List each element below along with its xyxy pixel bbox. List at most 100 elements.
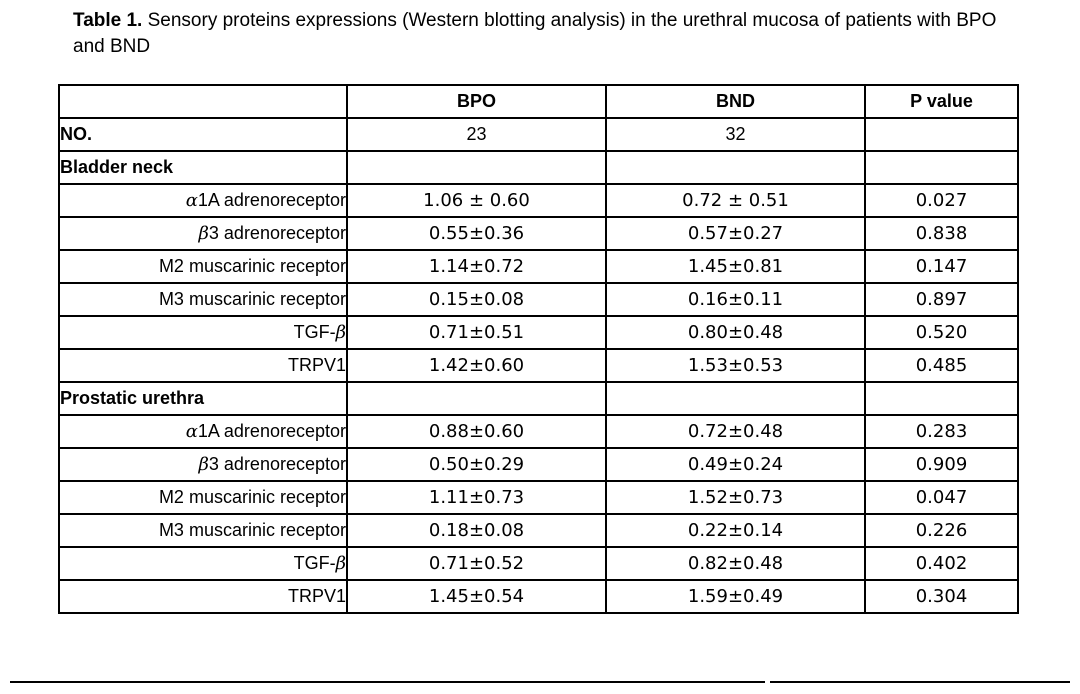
row-label-text: M3 muscarinic receptor: [158, 289, 346, 309]
cell-bpo: 1.14±0.72: [346, 249, 607, 284]
header-cell-bnd: BND: [605, 84, 866, 119]
table-row: TGF-β 0.71±0.52 0.82±0.48 0.402: [58, 546, 1019, 581]
section-row: Bladder neck: [58, 150, 1019, 185]
cell-bpo: 0.71±0.52: [346, 546, 607, 581]
cell-bpo: 0.50±0.29: [346, 447, 607, 482]
cell-p-value: 0.147: [864, 249, 1019, 284]
row-label-text: TRPV1: [287, 586, 346, 606]
row-label-text: 3 adrenoreceptor: [208, 454, 346, 474]
cell-bnd: 0.57±0.27: [605, 216, 866, 251]
cell-bnd: 0.22±0.14: [605, 513, 866, 548]
table-row: M3 muscarinic receptor 0.18±0.08 0.22±0.14…: [58, 513, 1019, 548]
section-empty-cell: [864, 381, 1019, 416]
cell-bnd: 0.49±0.24: [605, 447, 866, 482]
section-empty-cell: [864, 150, 1019, 185]
cell-p-value: 0.027: [864, 183, 1019, 218]
cell-bnd: 0.80±0.48: [605, 315, 866, 350]
no-bnd: 32: [605, 117, 866, 152]
greek-symbol: β: [335, 553, 346, 574]
row-label-text: M3 muscarinic receptor: [158, 520, 346, 540]
no-label: NO.: [58, 117, 348, 152]
table-body: BPO BND P value NO. 23 32 Bladder neck α1…: [58, 84, 1019, 614]
row-label: M2 muscarinic receptor: [58, 249, 348, 284]
row-label-text: TGF-: [293, 322, 336, 342]
row-label-text: 1A adrenoreceptor: [197, 421, 346, 441]
caption-text: Sensory proteins expressions (Western bl…: [73, 10, 997, 57]
row-label-text: M2 muscarinic receptor: [158, 256, 346, 276]
row-label: M2 muscarinic receptor: [58, 480, 348, 515]
cell-bpo: 0.18±0.08: [346, 513, 607, 548]
greek-symbol: β: [198, 454, 209, 475]
no-row: NO. 23 32: [58, 117, 1019, 152]
row-label: α1A adrenoreceptor: [58, 414, 348, 449]
table-row: β3 adrenoreceptor 0.50±0.29 0.49±0.24 0.909: [58, 447, 1019, 482]
table-row: α1A adrenoreceptor 0.88±0.60 0.72±0.48 0.28…: [58, 414, 1019, 449]
row-label-text: 3 adrenoreceptor: [208, 223, 346, 243]
table-row: M2 muscarinic receptor 1.14±0.72 1.45±0.81…: [58, 249, 1019, 284]
section-row: Prostatic urethra: [58, 381, 1019, 416]
cell-p-value: 0.520: [864, 315, 1019, 350]
cell-bpo: 1.42±0.60: [346, 348, 607, 383]
section-empty-cell: [605, 150, 866, 185]
table-caption: Table 1. Sensory proteins expressions (W…: [73, 8, 1033, 60]
section-title: Prostatic urethra: [58, 381, 348, 416]
cell-p-value: 0.047: [864, 480, 1019, 515]
caption-label: Table 1.: [73, 10, 143, 31]
cell-bnd: 0.72±0.48: [605, 414, 866, 449]
table-row: β3 adrenoreceptor 0.55±0.36 0.57±0.27 0.838: [58, 216, 1019, 251]
cell-bpo: 0.55±0.36: [346, 216, 607, 251]
no-p: [864, 117, 1019, 152]
cell-p-value: 0.304: [864, 579, 1019, 614]
table-row: M2 muscarinic receptor 1.11±0.73 1.52±0.73…: [58, 480, 1019, 515]
header-cell-bpo: BPO: [346, 84, 607, 119]
greek-symbol: α: [185, 190, 198, 211]
row-label: TRPV1: [58, 348, 348, 383]
cell-bnd: 1.59±0.49: [605, 579, 866, 614]
row-label-text: 1A adrenoreceptor: [197, 190, 346, 210]
section-empty-cell: [346, 150, 607, 185]
row-label: TGF-β: [58, 315, 348, 350]
cell-bpo: 0.15±0.08: [346, 282, 607, 317]
cell-p-value: 0.226: [864, 513, 1019, 548]
greek-symbol: β: [198, 223, 209, 244]
cell-bpo: 1.45±0.54: [346, 579, 607, 614]
row-label-text: TRPV1: [287, 355, 346, 375]
greek-symbol: β: [335, 322, 346, 343]
cell-bnd: 1.52±0.73: [605, 480, 866, 515]
cell-bnd: 1.53±0.53: [605, 348, 866, 383]
header-row: BPO BND P value: [58, 84, 1019, 119]
cell-bnd: 0.72 ± 0.51: [605, 183, 866, 218]
row-label: β3 adrenoreceptor: [58, 216, 348, 251]
cell-p-value: 0.283: [864, 414, 1019, 449]
footer-rule-left: [10, 681, 765, 683]
table-row: α1A adrenoreceptor 1.06 ± 0.60 0.72 ± 0.51…: [58, 183, 1019, 218]
greek-symbol: α: [185, 421, 198, 442]
row-label: TRPV1: [58, 579, 348, 614]
cell-bnd: 0.82±0.48: [605, 546, 866, 581]
cell-bpo: 0.88±0.60: [346, 414, 607, 449]
table-row: TGF-β 0.71±0.51 0.80±0.48 0.520: [58, 315, 1019, 350]
cell-bpo: 0.71±0.51: [346, 315, 607, 350]
footer-rule-right: [770, 681, 1070, 683]
row-label-text: TGF-: [293, 553, 336, 573]
data-table: BPO BND P value NO. 23 32 Bladder neck α1…: [58, 84, 1019, 614]
section-empty-cell: [346, 381, 607, 416]
cell-p-value: 0.909: [864, 447, 1019, 482]
section-empty-cell: [605, 381, 866, 416]
row-label-text: M2 muscarinic receptor: [158, 487, 346, 507]
cell-p-value: 0.402: [864, 546, 1019, 581]
cell-p-value: 0.485: [864, 348, 1019, 383]
row-label: M3 muscarinic receptor: [58, 513, 348, 548]
cell-p-value: 0.897: [864, 282, 1019, 317]
cell-bnd: 0.16±0.11: [605, 282, 866, 317]
header-cell-p-value: P value: [864, 84, 1019, 119]
section-title: Bladder neck: [58, 150, 348, 185]
row-label: M3 muscarinic receptor: [58, 282, 348, 317]
cell-bpo: 1.06 ± 0.60: [346, 183, 607, 218]
no-bpo: 23: [346, 117, 607, 152]
row-label: TGF-β: [58, 546, 348, 581]
cell-bnd: 1.45±0.81: [605, 249, 866, 284]
row-label: α1A adrenoreceptor: [58, 183, 348, 218]
table-row: M3 muscarinic receptor 0.15±0.08 0.16±0.11…: [58, 282, 1019, 317]
table-row: TRPV1 1.45±0.54 1.59±0.49 0.304: [58, 579, 1019, 614]
